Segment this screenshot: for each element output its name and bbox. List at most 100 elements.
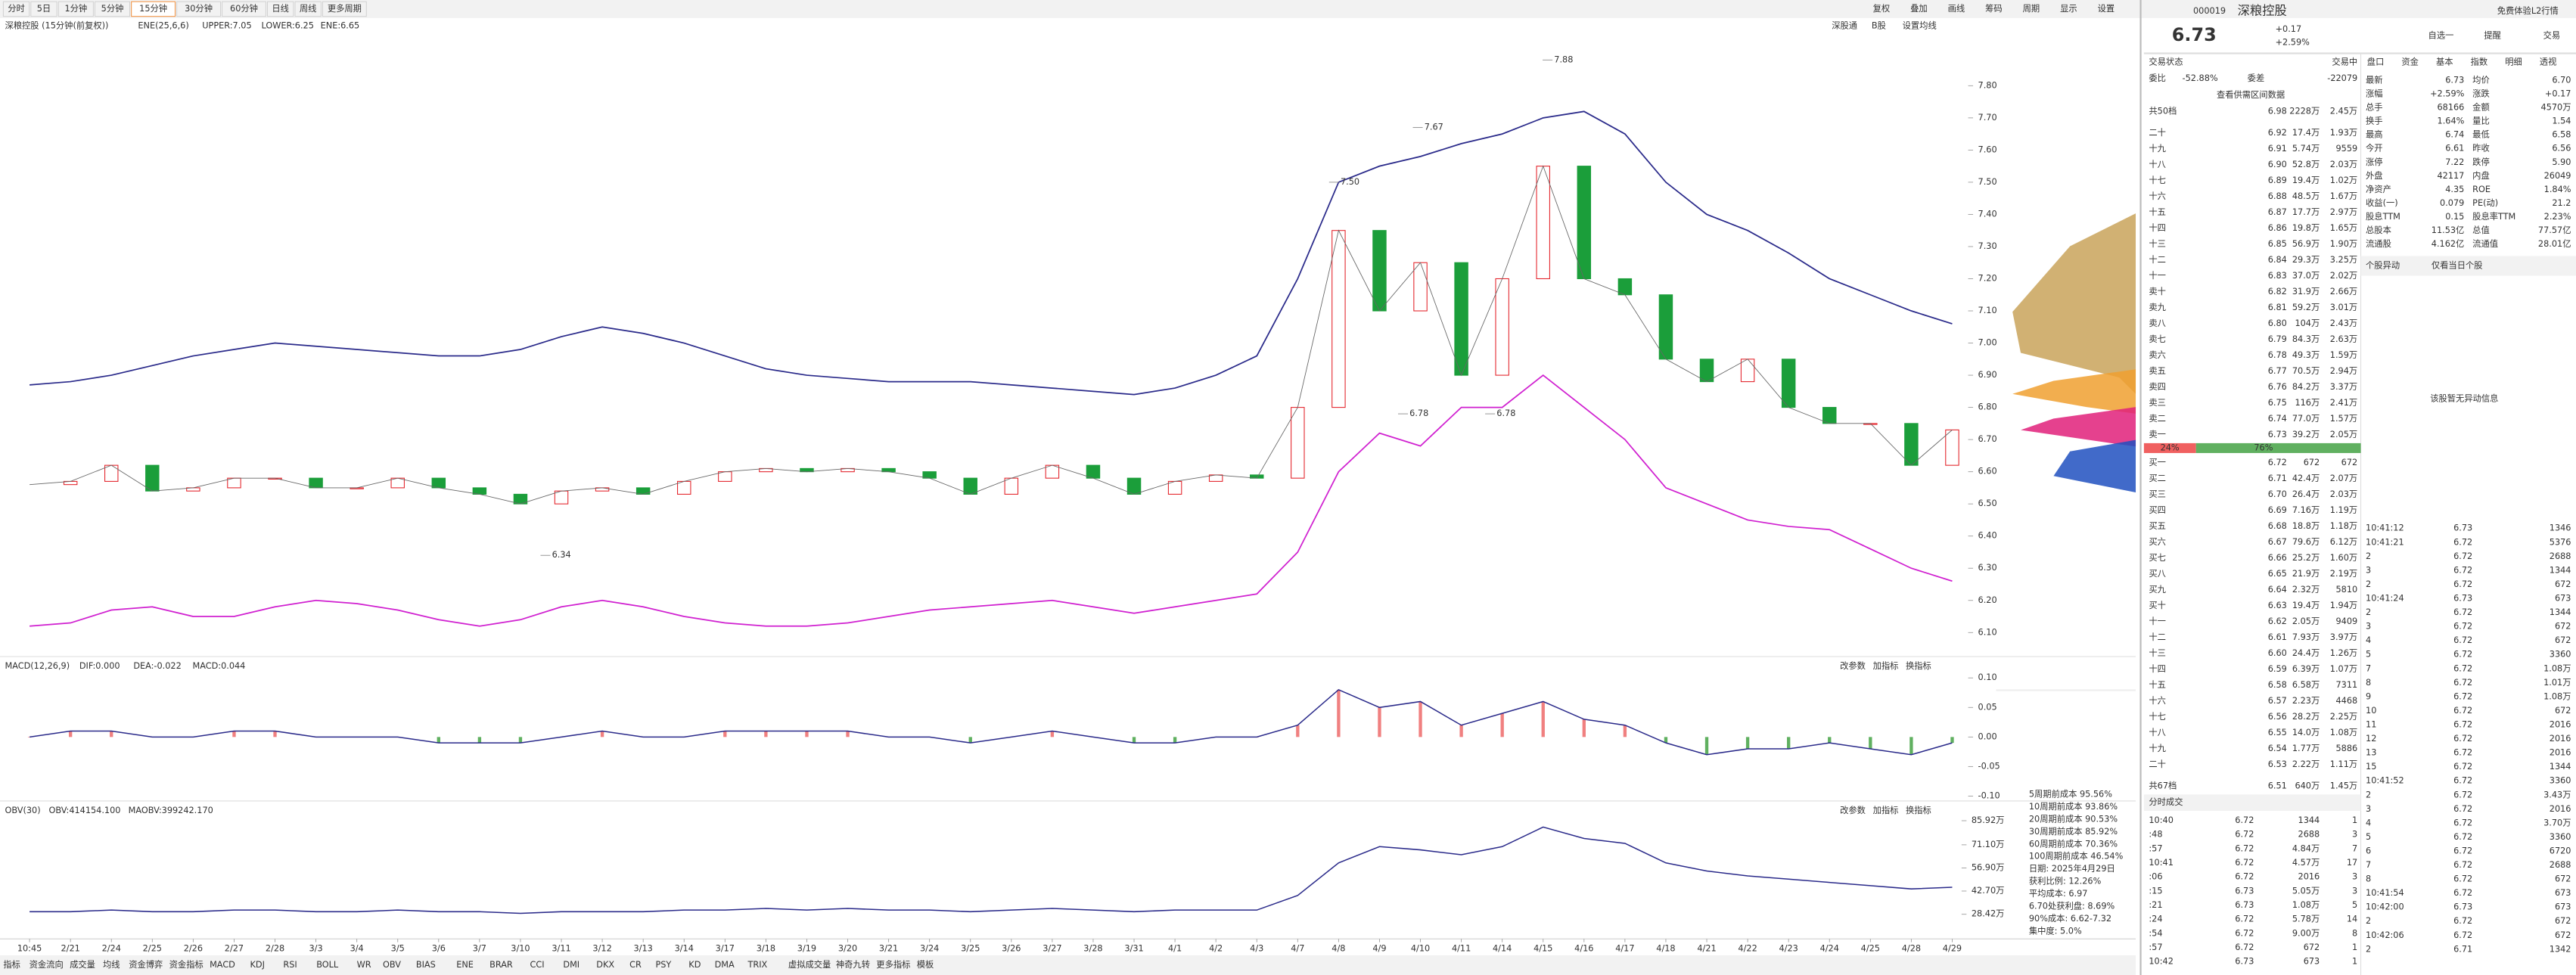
period-button[interactable]: 1分钟 (64, 3, 87, 14)
level-price: 6.83 (2268, 271, 2287, 281)
info-tab[interactable]: 盘口 (2367, 56, 2385, 67)
indicator-tab[interactable]: 指标 (3, 959, 20, 970)
trade-count: 3 (2352, 886, 2357, 896)
stat-label: 昨收 (2472, 143, 2490, 154)
indicator-tab[interactable]: OBV (383, 960, 401, 970)
indicator-tab[interactable]: 资金博弈 (129, 959, 163, 970)
level-label: 十五 (2149, 679, 2166, 690)
level-label: 十六 (2149, 191, 2166, 201)
trade-price: 6.72 (2235, 843, 2254, 853)
level-volume: 17.4万 (2292, 128, 2320, 138)
indicator-label: LOWER:6.25 (261, 21, 313, 31)
indicator-tab[interactable]: 资金流向 (30, 959, 64, 970)
volume-profile (2012, 369, 2136, 414)
tab-bar-bg (0, 955, 2136, 975)
panel-button[interactable]: 换指标 (1906, 660, 1931, 671)
level-price: 6.89 (2268, 175, 2287, 185)
level-label: 卖九 (2149, 303, 2166, 312)
chart-link[interactable]: B股 (1872, 21, 1886, 31)
indicator-tab[interactable]: MACD (210, 960, 235, 970)
indicator-tab[interactable]: DKX (596, 960, 614, 970)
macd-bar (232, 731, 236, 737)
indicator-tab[interactable]: BRAR (489, 960, 513, 970)
indicator-tab[interactable]: BIAS (416, 960, 436, 970)
stat-value: 11.53亿 (2432, 225, 2465, 235)
trade-price: 6.72 (2235, 830, 2254, 840)
info-tab[interactable]: 指数 (2471, 56, 2488, 67)
period-button[interactable]: 15分钟 (139, 3, 167, 14)
macd-bar (805, 731, 809, 737)
indicator-tab[interactable]: RSI (283, 960, 297, 970)
indicator-tab[interactable]: 均线 (103, 959, 120, 970)
tool-button[interactable]: 显示 (2060, 4, 2077, 14)
stat-value: 77.57亿 (2538, 225, 2571, 235)
panel-button[interactable]: 加指标 (1873, 660, 1899, 671)
period-button-bg (222, 1, 266, 17)
period-button[interactable]: 更多周期 (328, 3, 362, 14)
tick-price: 6.73 (2453, 594, 2472, 604)
candle (1740, 359, 1755, 383)
indicator-tab[interactable]: 虚拟成交量 (788, 959, 831, 970)
stat-value: 6.70 (2552, 75, 2571, 85)
tool-button[interactable]: 周期 (2023, 4, 2040, 14)
y-tick-label: 56.90万 (1972, 862, 2005, 872)
period-button[interactable]: 5日 (37, 4, 51, 14)
level-volume: 37.0万 (2292, 271, 2320, 281)
panel-button[interactable]: 改参数 (1840, 660, 1866, 671)
stat-value: 6.58 (2552, 130, 2571, 140)
indicator-tab[interactable]: CR (629, 960, 642, 970)
info-tab[interactable]: 资金 (2401, 56, 2419, 67)
period-button[interactable]: 60分钟 (230, 3, 258, 14)
panel-button[interactable]: 换指标 (1906, 805, 1931, 815)
indicator-tab[interactable]: TRIX (747, 960, 767, 970)
period-button[interactable]: 30分钟 (185, 3, 213, 14)
cost-row: 20周期前成本 90.53% (2029, 813, 2118, 824)
period-button[interactable]: 日线 (272, 3, 289, 14)
info-tab[interactable]: 明细 (2505, 57, 2522, 67)
trade-time: 10:41 (2149, 858, 2173, 868)
panel-button[interactable]: 加指标 (1873, 805, 1899, 815)
tool-button[interactable]: 筹码 (1985, 3, 2003, 14)
indicator-tab[interactable]: 模板 (917, 959, 934, 970)
chart-link[interactable]: 设置均线 (1903, 20, 1937, 31)
indicator-tab[interactable]: DMI (563, 960, 580, 970)
indicator-tab[interactable]: CCI (530, 960, 545, 970)
level-volume: 7.93万 (2292, 632, 2320, 642)
indicator-tab[interactable]: PSY (655, 960, 671, 970)
header-link[interactable]: 免费体验L2行情 (2497, 5, 2559, 16)
indicator-tab[interactable]: 更多指标 (876, 959, 910, 970)
indicator-tab[interactable]: KDJ (250, 960, 265, 970)
level-amount: 5886 (2336, 744, 2358, 753)
indicator-tab[interactable]: 神奇九转 (836, 959, 870, 970)
tool-button[interactable]: 叠加 (1910, 4, 1928, 14)
indicator-tab[interactable]: 成交量 (70, 959, 95, 970)
header-link[interactable]: 自选一 (2428, 31, 2454, 41)
indicator-tab[interactable]: WR (357, 960, 371, 970)
stat-value: 1.64% (2438, 116, 2465, 126)
x-tick-label: 4/3 (1250, 943, 1263, 953)
supply-link[interactable]: 查看供需区间数据 (2217, 89, 2285, 100)
info-tab[interactable]: 基本 (2436, 56, 2453, 67)
indicator-tab[interactable]: BOLL (316, 960, 339, 970)
indicator-tab[interactable]: 资金指标 (169, 959, 204, 970)
indicator-tab[interactable]: ENE (456, 960, 474, 970)
indicator-tab[interactable]: DMA (715, 960, 735, 970)
tick-price: 6.72 (2453, 790, 2472, 800)
tool-button[interactable]: 复权 (1873, 4, 1891, 14)
info-tab[interactable]: 透视 (2540, 56, 2557, 67)
tick-time: 6 (2366, 846, 2371, 855)
trade-volume: 673 (2304, 957, 2320, 967)
period-button[interactable]: 分时 (8, 4, 25, 14)
period-button[interactable]: 5分钟 (101, 3, 124, 14)
chart-link[interactable]: 深股通 (1832, 20, 1857, 31)
trade-volume: 4.57万 (2292, 858, 2320, 868)
tool-button[interactable]: 设置 (2098, 4, 2115, 14)
level-amount: 2.19万 (2330, 569, 2357, 579)
header-link[interactable]: 提醒 (2484, 30, 2501, 41)
header-link[interactable]: 交易 (2543, 30, 2561, 41)
period-button[interactable]: 周线 (300, 3, 317, 14)
indicator-tab[interactable]: KD (688, 960, 701, 970)
level-volume: 48.5万 (2292, 191, 2320, 201)
tool-button[interactable]: 画线 (1948, 3, 1965, 14)
panel-button[interactable]: 改参数 (1840, 805, 1866, 815)
